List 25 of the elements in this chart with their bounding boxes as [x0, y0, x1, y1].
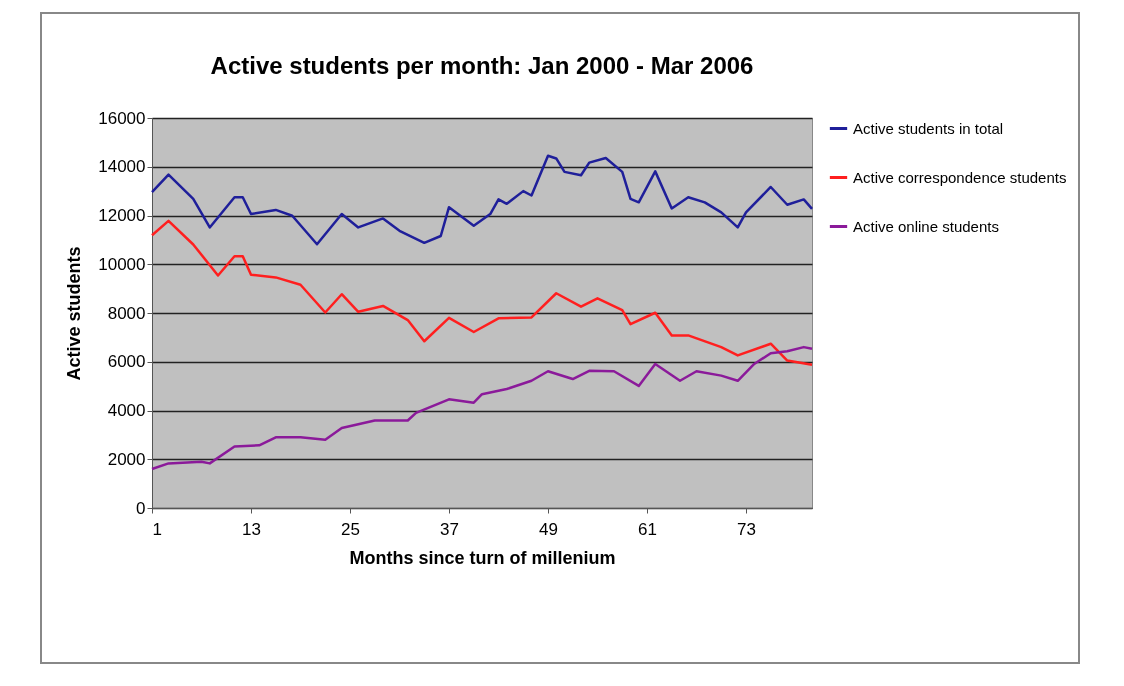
legend-label: Active online students [853, 217, 999, 235]
legend-label: Active students in total [853, 119, 1004, 137]
x-tick-label: 37 [440, 519, 459, 539]
line-series [150, 345, 814, 471]
y-tick-label: 10000 [98, 254, 146, 274]
y-tick-label: 4000 [107, 401, 146, 420]
chart-title: Active students per month: Jan 2000 - Mar 2006 [210, 52, 754, 79]
y-tick-label: 2000 [107, 449, 146, 469]
y-axis-title: Active students [64, 246, 85, 381]
x-tick-label: 49 [539, 519, 558, 539]
x-tick-label: 61 [638, 519, 657, 539]
x-tick-label: 25 [341, 519, 360, 539]
y-tick-label: 0 [136, 498, 146, 518]
x-axis-title: Months since turn of millenium [349, 547, 616, 568]
line-series [150, 219, 814, 366]
line-series [150, 154, 814, 246]
y-tick-label: 16000 [98, 108, 146, 128]
y-tick-label: 14000 [98, 157, 146, 177]
y-tick-label: 12000 [98, 206, 146, 225]
legend-label: Active correspondence students [853, 168, 1067, 186]
y-tick-label: 6000 [107, 352, 146, 372]
x-tick-label: 13 [242, 519, 261, 539]
x-tick-label: 1 [152, 519, 162, 539]
x-tick-label: 73 [737, 519, 756, 539]
y-tick-label: 8000 [107, 303, 146, 323]
